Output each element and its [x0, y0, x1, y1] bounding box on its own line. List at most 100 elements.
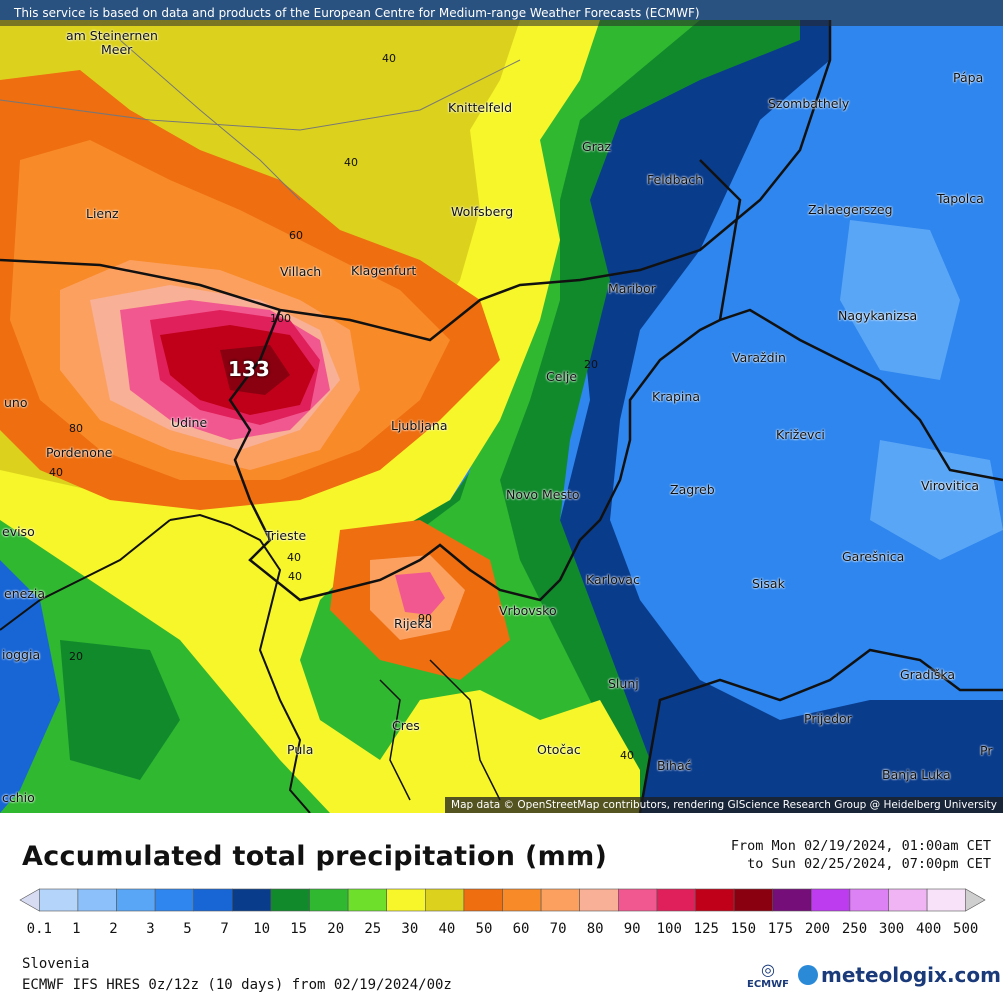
scale-tick-label: 125: [693, 921, 719, 937]
contour-label: 80: [69, 422, 83, 435]
city-slunj: Slunj: [608, 676, 639, 691]
scale-tick-label: 500: [953, 921, 979, 937]
scale-tick-label: 80: [586, 921, 604, 937]
coastline-krk: [429, 659, 501, 801]
city-garesnica: Garešnica: [842, 549, 905, 564]
map-patch-green-south: [60, 640, 180, 780]
city-trieste: Trieste: [265, 528, 307, 543]
scale-swatch: [19, 888, 40, 912]
ecmwf-logo[interactable]: ◎ ECMWF: [746, 960, 790, 990]
city-knittelfeld: Knittelfeld: [448, 100, 513, 115]
coastline-italy: [0, 519, 171, 631]
scale-swatch: [810, 888, 851, 912]
ecmwf-icon: ◎: [761, 960, 775, 979]
scale-swatch: [116, 888, 156, 912]
contour-label: 40: [288, 570, 302, 583]
city-pula: Pula: [287, 742, 314, 757]
scale-swatch: [733, 888, 773, 912]
contour-label: 60: [289, 229, 303, 242]
data-source-disclaimer: This service is based on data and produc…: [0, 0, 1003, 26]
contour-label: 40: [344, 156, 358, 169]
map-region-darkblue: [560, 20, 1003, 813]
city-villach: Villach: [280, 264, 322, 279]
scale-swatch: [347, 888, 388, 912]
scale-tick-label: 1: [72, 921, 81, 937]
city-eviso: eviso: [2, 524, 35, 539]
scale-swatch: [270, 888, 310, 912]
scale-swatch: [888, 888, 928, 912]
scale-swatch: [926, 888, 966, 912]
scale-swatch: [579, 888, 619, 912]
scale-tick-label: 5: [183, 921, 192, 937]
city-novo-mesto: Novo Mesto: [506, 487, 580, 502]
ecmwf-logo-text: ECMWF: [747, 979, 789, 990]
region-name: Slovenia: [22, 956, 90, 972]
city-krapina: Krapina: [652, 389, 700, 404]
contour-label: 40: [49, 466, 63, 479]
city-banja-luka: Banja Luka: [882, 767, 951, 782]
forecast-period: From Mon 02/19/2024, 01:00am CET to Sun …: [731, 837, 991, 873]
contour-label: 40: [382, 52, 396, 65]
scale-swatch: [309, 888, 349, 912]
city-vrbovsko: Vrbovsko: [499, 603, 557, 618]
contour-label: 40: [620, 749, 634, 762]
city-karlovac: Karlovac: [586, 572, 640, 587]
scale-swatch: [695, 888, 735, 912]
city-maribor: Maribor: [608, 281, 656, 296]
region-border-2: [119, 39, 301, 201]
scale-tick-label: 50: [475, 921, 493, 937]
scale-swatch: [502, 888, 542, 912]
model-info: ECMWF IFS HRES 0z/12z (10 days) from 02/…: [22, 977, 452, 993]
scale-swatch: [77, 888, 117, 912]
city-wolfsberg: Wolfsberg: [451, 204, 514, 219]
legend-title: Accumulated total precipitation (mm): [22, 841, 608, 872]
city-ioggia: ioggia: [2, 647, 41, 662]
city-gradiska: Gradiška: [900, 667, 956, 682]
scale-tick-label: 100: [656, 921, 682, 937]
coastline-istria: [169, 513, 311, 813]
city-feldbach: Feldbach: [647, 172, 703, 187]
map-region-maroon: [220, 345, 290, 395]
scale-swatch: [849, 888, 889, 912]
city-pr: Pr: [980, 743, 993, 758]
city-graz: Graz: [582, 139, 612, 154]
scale-tick-label: 3: [146, 921, 155, 937]
city-varazdin: Varaždin: [732, 350, 786, 365]
city-szombathely: Szombathely: [768, 96, 850, 111]
brand-name: meteologix.com: [821, 963, 1001, 987]
period-to: to Sun 02/25/2024, 07:00pm CET: [747, 856, 991, 872]
scale-tick-label: 90: [623, 921, 641, 937]
city-virovitica: Virovitica: [921, 478, 980, 493]
scale-tick-label: 7: [220, 921, 229, 937]
scale-tick-label: 0.1: [26, 921, 52, 937]
city-otocac: Otočac: [537, 742, 581, 757]
map-attribution[interactable]: Map data © OpenStreetMap contributors, r…: [445, 797, 1003, 813]
city-tapolca: Tapolca: [937, 191, 984, 206]
city-cres: Cres: [392, 718, 420, 733]
precipitation-map[interactable]: This service is based on data and produc…: [0, 0, 1003, 813]
city-enezia: enezia: [4, 586, 45, 601]
contour-label: 90: [418, 612, 432, 625]
city-meer: Meer: [101, 42, 133, 57]
legend-panel: Accumulated total precipitation (mm) Fro…: [0, 813, 1003, 1003]
city-zagreb: Zagreb: [670, 482, 715, 497]
city-uno: uno: [4, 395, 28, 410]
border-bosnia: [638, 648, 1003, 813]
city-prijedor: Prijedor: [804, 711, 852, 726]
scale-swatch: [540, 888, 580, 912]
scale-tick-label: 150: [730, 921, 757, 937]
scale-tick-label: 250: [841, 921, 868, 937]
contour-label: 20: [584, 358, 598, 371]
city-celje: Celje: [546, 369, 578, 384]
border-slovenia-croatia: [228, 308, 1003, 602]
scale-tick-label: 2: [109, 921, 118, 937]
scale-tick-label: 25: [364, 921, 382, 937]
meteologix-brand[interactable]: meteologix.com: [798, 963, 1001, 987]
scale-tick-label: 20: [327, 921, 345, 937]
scale-swatch: [617, 888, 658, 912]
city-papa: Pápa: [953, 70, 984, 85]
scale-tick-label: 10: [253, 921, 271, 937]
contour-label: 40: [287, 551, 301, 564]
scale-tick-label: 70: [549, 921, 567, 937]
scale-tick-label: 40: [438, 921, 456, 937]
